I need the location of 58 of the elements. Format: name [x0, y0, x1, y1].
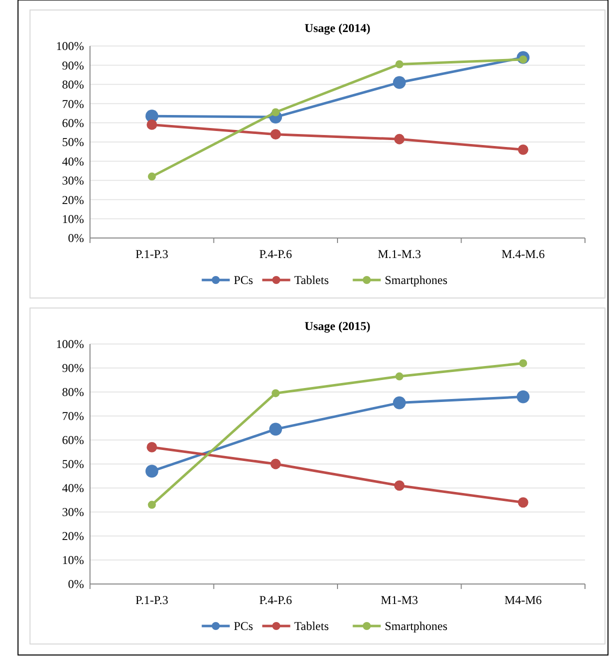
point: [272, 389, 280, 398]
y-tick-label: 80%: [62, 385, 84, 400]
x-tick-label: M4-M6: [504, 593, 542, 607]
x-tick-label: P.1-P.3: [136, 593, 168, 607]
point: [519, 359, 528, 368]
point: [272, 108, 280, 116]
point: [269, 422, 282, 436]
point: [146, 442, 158, 452]
point: [148, 500, 156, 509]
point: [146, 120, 158, 130]
x-tick-label: P.4-P.6: [259, 593, 292, 607]
x-tick-label: P.1-P.3: [136, 247, 168, 261]
y-tick-label: 60%: [62, 116, 84, 130]
chart-title: Usage (2015): [304, 319, 370, 333]
y-tick-label: 20%: [62, 529, 84, 544]
y-tick-label: 80%: [62, 78, 84, 92]
y-tick-label: 0%: [68, 231, 84, 246]
legend-label: PCs: [234, 273, 254, 288]
point: [148, 172, 156, 181]
legend-label: Smartphones: [384, 619, 448, 634]
point: [516, 390, 530, 404]
point: [392, 76, 406, 89]
y-tick-label: 60%: [62, 433, 84, 448]
y-tick-label: 40%: [62, 154, 84, 168]
point: [395, 372, 404, 380]
y-tick-label: 10%: [62, 212, 84, 226]
point: [395, 60, 404, 68]
y-tick-label: 20%: [62, 192, 84, 207]
legend-label: Tablets: [294, 619, 330, 634]
x-tick-label: M.1-M.3: [378, 247, 422, 261]
point: [270, 458, 281, 470]
y-tick-label: 40%: [62, 481, 84, 496]
y-tick-label: 70%: [62, 96, 84, 111]
y-tick-label: 70%: [62, 409, 84, 424]
x-tick-label: M1-M3: [380, 593, 418, 607]
legend-label: PCs: [234, 619, 254, 634]
y-tick-label: 50%: [62, 135, 84, 150]
y-tick-label: 0%: [68, 577, 84, 592]
x-tick-label: M.4-M.6: [501, 247, 545, 261]
y-tick-label: 90%: [62, 58, 84, 72]
legend-label: Tablets: [294, 273, 330, 288]
point: [394, 480, 405, 491]
y-tick-label: 100%: [56, 337, 84, 352]
y-tick-label: 30%: [62, 174, 84, 188]
point: [518, 497, 528, 508]
legend-label: Smartphones: [384, 273, 448, 288]
point: [145, 464, 158, 478]
point: [270, 129, 281, 140]
point: [394, 134, 405, 144]
y-tick-label: 100%: [56, 39, 84, 54]
y-tick-label: 30%: [62, 505, 84, 520]
x-tick-label: P.4-P.6: [259, 247, 292, 261]
y-tick-label: 10%: [62, 553, 84, 568]
y-tick-label: 90%: [62, 361, 84, 376]
point: [392, 396, 406, 410]
point: [518, 144, 528, 155]
chart-title: Usage (2014): [304, 21, 370, 35]
y-tick-label: 50%: [62, 457, 84, 472]
